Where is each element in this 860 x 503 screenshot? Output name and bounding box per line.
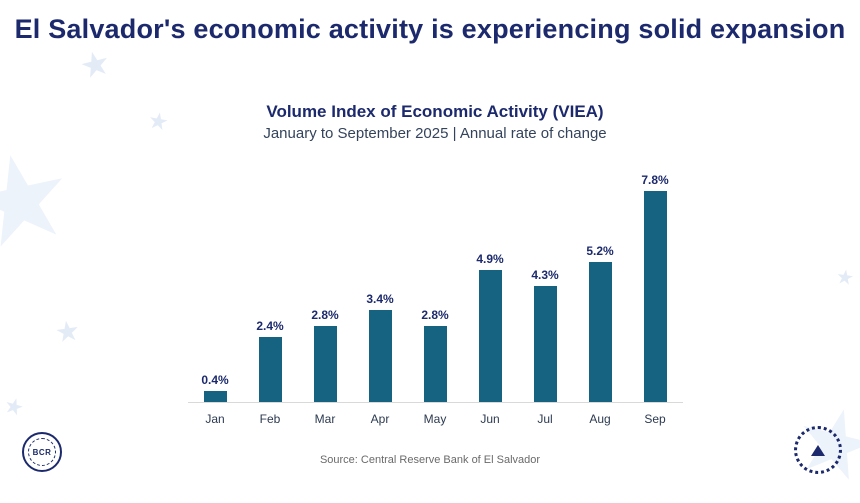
bar-column: 2.8% — [298, 308, 353, 402]
bcr-logo-icon: BCR — [22, 432, 62, 472]
page-title: El Salvador's economic activity is exper… — [14, 14, 846, 44]
bar-feb — [258, 337, 282, 402]
x-axis-label: Mar — [314, 412, 336, 426]
emblem-triangle-icon — [811, 444, 825, 456]
x-axis-label: Jun — [480, 412, 500, 426]
x-axis-label: Sep — [644, 412, 666, 426]
bar-value-label: 2.8% — [311, 308, 339, 323]
bar-column: 7.8% — [628, 173, 683, 402]
bars-row: 0.4% 2.4% 2.8% 3.4% 2.8% 4.9% 4.3% 5.2% 7.8% — [187, 162, 683, 403]
bar-value-label: 2.8% — [421, 308, 449, 323]
bar-column: 2.8% — [408, 308, 463, 402]
watermark-star-icon: ★ — [145, 106, 171, 136]
watermark-star-icon: ★ — [1, 391, 27, 422]
bar-value-label: 5.2% — [586, 243, 614, 258]
bar-jan — [203, 391, 227, 402]
bar-column: 3.4% — [353, 292, 408, 402]
x-axis-label: May — [423, 412, 447, 426]
bar-value-label: 4.9% — [476, 251, 504, 266]
watermark-star-icon: ★ — [0, 123, 87, 277]
bcr-logo-text: BCR — [28, 438, 56, 466]
el-salvador-emblem-icon — [794, 426, 842, 474]
bar-value-label: 2.4% — [256, 319, 284, 334]
bar-column: 0.4% — [188, 373, 243, 402]
viea-bar-chart: Volume Index of Economic Activity (VIEA)… — [168, 102, 702, 426]
bar-jul — [533, 285, 557, 402]
bar-value-label: 4.3% — [531, 267, 559, 282]
x-axis-label: Jul — [537, 412, 553, 426]
bar-column: 4.3% — [518, 268, 573, 402]
bar-value-label: 3.4% — [366, 292, 394, 307]
bar-apr — [368, 310, 392, 402]
x-axis-label: Apr — [370, 412, 390, 426]
source-note: Source: Central Reserve Bank of El Salva… — [319, 454, 541, 466]
watermark-star-icon: ★ — [52, 314, 83, 349]
bar-may — [423, 326, 447, 402]
bar-mar — [313, 326, 337, 402]
bar-value-label: 7.8% — [641, 173, 669, 188]
x-axis-label: Aug — [589, 412, 611, 426]
watermark-star-icon: ★ — [834, 265, 856, 291]
x-axis-label: Jan — [205, 412, 225, 426]
watermark-star-icon: ★ — [75, 42, 115, 88]
bar-column: 2.4% — [243, 319, 298, 402]
bar-sep — [643, 191, 667, 402]
x-axis-label: Feb — [259, 412, 281, 426]
bar-column: 4.9% — [463, 252, 518, 402]
plot-area: 0.4% 2.4% 2.8% 3.4% 2.8% 4.9% 4.3% 5.2% 7.8% Jan… — [187, 162, 683, 426]
chart-subtitle: January to September 2025 | Annual rate … — [263, 125, 607, 142]
chart-title: Volume Index of Economic Activity (VIEA) — [266, 102, 604, 121]
bar-column: 5.2% — [573, 244, 628, 402]
bar-jun — [478, 269, 502, 402]
bar-value-label: 0.4% — [201, 373, 229, 388]
bar-aug — [588, 261, 612, 402]
x-axis: Jan Feb Mar Apr May Jun Jul Aug Sep — [188, 403, 683, 426]
